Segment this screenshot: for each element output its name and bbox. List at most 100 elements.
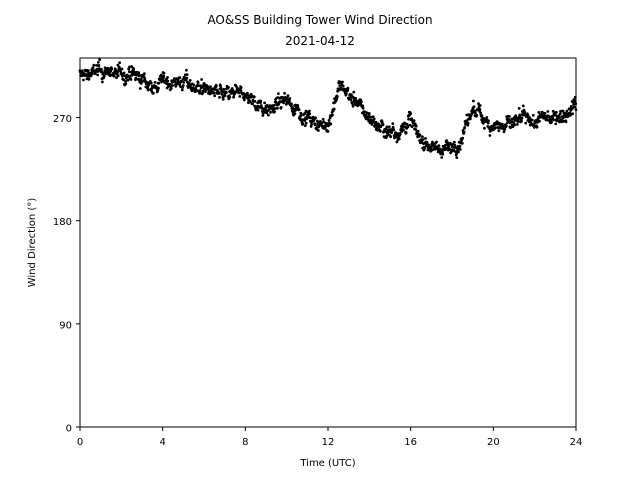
data-point (460, 138, 463, 142)
data-point (513, 123, 517, 127)
data-point (157, 86, 160, 90)
data-point (550, 120, 553, 124)
data-point (143, 72, 146, 76)
data-point (115, 76, 118, 79)
data-point (516, 120, 520, 123)
data-point (122, 71, 126, 75)
data-point (472, 105, 476, 109)
data-point (555, 110, 558, 114)
data-point (276, 106, 279, 110)
data-point (221, 98, 225, 101)
data-point (406, 125, 410, 129)
data-point (304, 121, 308, 125)
x-tick-label: 12 (322, 437, 335, 448)
data-point (543, 112, 547, 115)
data-point (213, 94, 217, 98)
data-point (126, 78, 130, 82)
data-point (124, 80, 127, 83)
data-point (180, 88, 184, 92)
data-point (251, 102, 255, 106)
data-point (567, 114, 570, 118)
data-point (335, 98, 338, 101)
data-point (402, 128, 405, 132)
data-points (78, 58, 578, 160)
data-point (246, 91, 249, 95)
data-point (138, 87, 142, 90)
data-point (360, 100, 363, 103)
data-point (558, 116, 562, 119)
data-point (349, 95, 353, 99)
data-point (127, 67, 131, 71)
data-point (112, 74, 116, 78)
data-point (403, 125, 407, 129)
data-point (314, 116, 317, 120)
x-axis-ticks: 0 4 8 12 16 20 24 (77, 427, 582, 448)
data-point (392, 128, 396, 132)
x-tick-label: 0 (77, 437, 83, 448)
data-point (85, 77, 89, 81)
data-point (352, 90, 356, 94)
data-point (351, 102, 354, 106)
data-point (398, 131, 402, 135)
chart-subtitle: 2021-04-12 (285, 34, 355, 48)
data-point (98, 58, 101, 61)
data-point (488, 134, 492, 137)
data-point (409, 112, 413, 116)
data-point (124, 82, 128, 86)
data-point (453, 140, 456, 144)
chart-title: AO&SS Building Tower Wind Direction (207, 13, 432, 27)
data-point (366, 116, 370, 119)
x-tick-label: 4 (159, 437, 165, 448)
data-point (461, 136, 465, 140)
x-tick-label: 20 (487, 437, 500, 448)
data-point (412, 119, 416, 122)
data-point (327, 119, 331, 122)
x-axis-title: Time (UTC) (299, 458, 355, 469)
data-point (537, 111, 541, 114)
data-point (258, 106, 261, 109)
data-point (161, 78, 165, 82)
data-point (126, 75, 130, 78)
data-point (326, 129, 330, 133)
data-point (468, 117, 472, 121)
data-point (379, 129, 382, 133)
data-point (152, 91, 155, 95)
data-point (331, 113, 334, 117)
data-point (132, 67, 136, 71)
data-point (222, 87, 226, 91)
data-point (166, 76, 169, 79)
data-point (261, 111, 265, 115)
data-point (371, 115, 375, 119)
data-point (149, 81, 153, 85)
data-point (95, 64, 98, 67)
data-point (128, 65, 132, 69)
data-point (414, 124, 418, 128)
data-point (552, 118, 555, 122)
data-point (335, 95, 339, 99)
data-point (507, 118, 511, 121)
data-point (521, 104, 525, 108)
data-point (505, 124, 508, 128)
data-point (387, 128, 391, 132)
data-point (277, 92, 280, 95)
data-point (116, 74, 120, 78)
data-point (344, 92, 348, 96)
data-point (189, 84, 193, 88)
data-point (384, 130, 387, 133)
data-point (414, 128, 418, 131)
data-point (197, 84, 200, 87)
data-point (372, 120, 376, 124)
data-point (118, 61, 121, 65)
data-point (129, 78, 133, 81)
data-point (303, 112, 307, 115)
data-point (572, 105, 576, 109)
y-tick-label: 180 (53, 217, 72, 228)
data-point (496, 120, 499, 124)
data-point (447, 144, 450, 148)
data-point (553, 113, 557, 116)
data-point (374, 120, 378, 124)
data-point (363, 110, 366, 113)
y-tick-label: 90 (59, 320, 72, 331)
data-point (264, 106, 268, 109)
data-point (361, 104, 365, 108)
